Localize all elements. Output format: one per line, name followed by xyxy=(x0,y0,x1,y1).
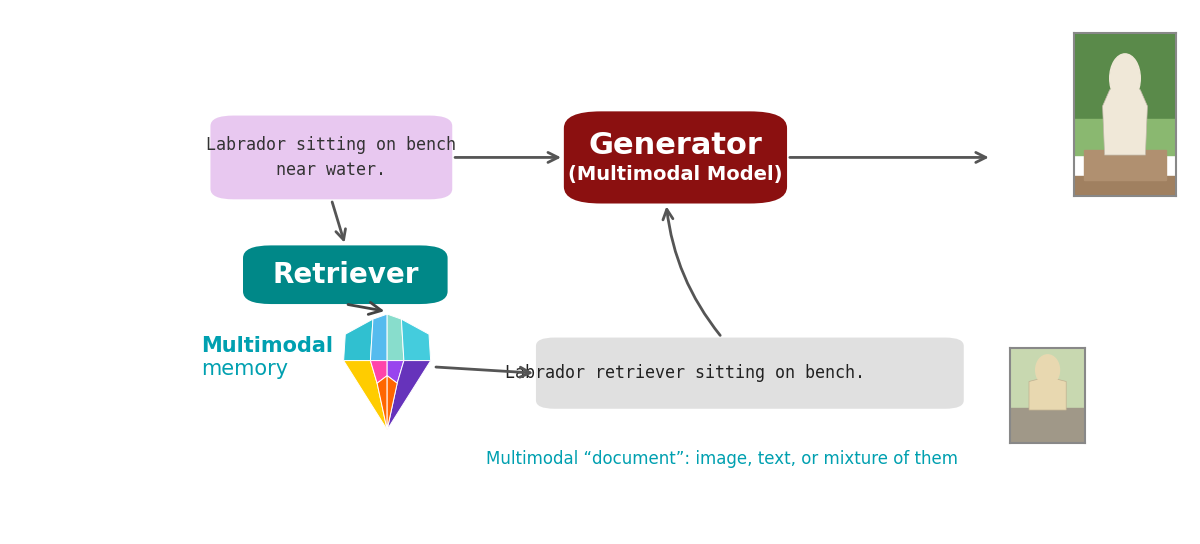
Text: Multimodal: Multimodal xyxy=(202,336,334,356)
Bar xyxy=(1074,176,1176,196)
Polygon shape xyxy=(371,361,388,383)
Polygon shape xyxy=(388,376,397,430)
Bar xyxy=(1010,408,1085,443)
Text: Multimodal “document”: image, text, or mixture of them: Multimodal “document”: image, text, or m… xyxy=(486,450,958,468)
Text: Labrador retriever sitting on bench.: Labrador retriever sitting on bench. xyxy=(505,364,865,382)
Bar xyxy=(1074,119,1176,155)
Polygon shape xyxy=(371,314,388,361)
Polygon shape xyxy=(388,361,404,383)
FancyBboxPatch shape xyxy=(242,245,448,304)
Text: Labrador sitting on bench
near water.: Labrador sitting on bench near water. xyxy=(206,136,456,179)
Polygon shape xyxy=(343,319,373,361)
FancyBboxPatch shape xyxy=(536,337,964,409)
Text: memory: memory xyxy=(202,359,288,379)
Circle shape xyxy=(1110,54,1140,103)
Polygon shape xyxy=(343,361,388,430)
Polygon shape xyxy=(388,314,404,361)
Text: Generator: Generator xyxy=(588,131,762,160)
Polygon shape xyxy=(388,361,431,430)
Polygon shape xyxy=(401,319,431,361)
FancyBboxPatch shape xyxy=(210,115,452,199)
Polygon shape xyxy=(377,376,388,430)
FancyBboxPatch shape xyxy=(564,112,787,203)
Bar xyxy=(1085,150,1166,180)
Circle shape xyxy=(1036,355,1060,385)
Polygon shape xyxy=(1030,376,1067,410)
Bar xyxy=(1074,33,1176,122)
Bar xyxy=(1010,348,1085,410)
Text: Retriever: Retriever xyxy=(272,261,419,289)
Text: (Multimodal Model): (Multimodal Model) xyxy=(569,164,782,183)
Polygon shape xyxy=(1103,85,1147,155)
